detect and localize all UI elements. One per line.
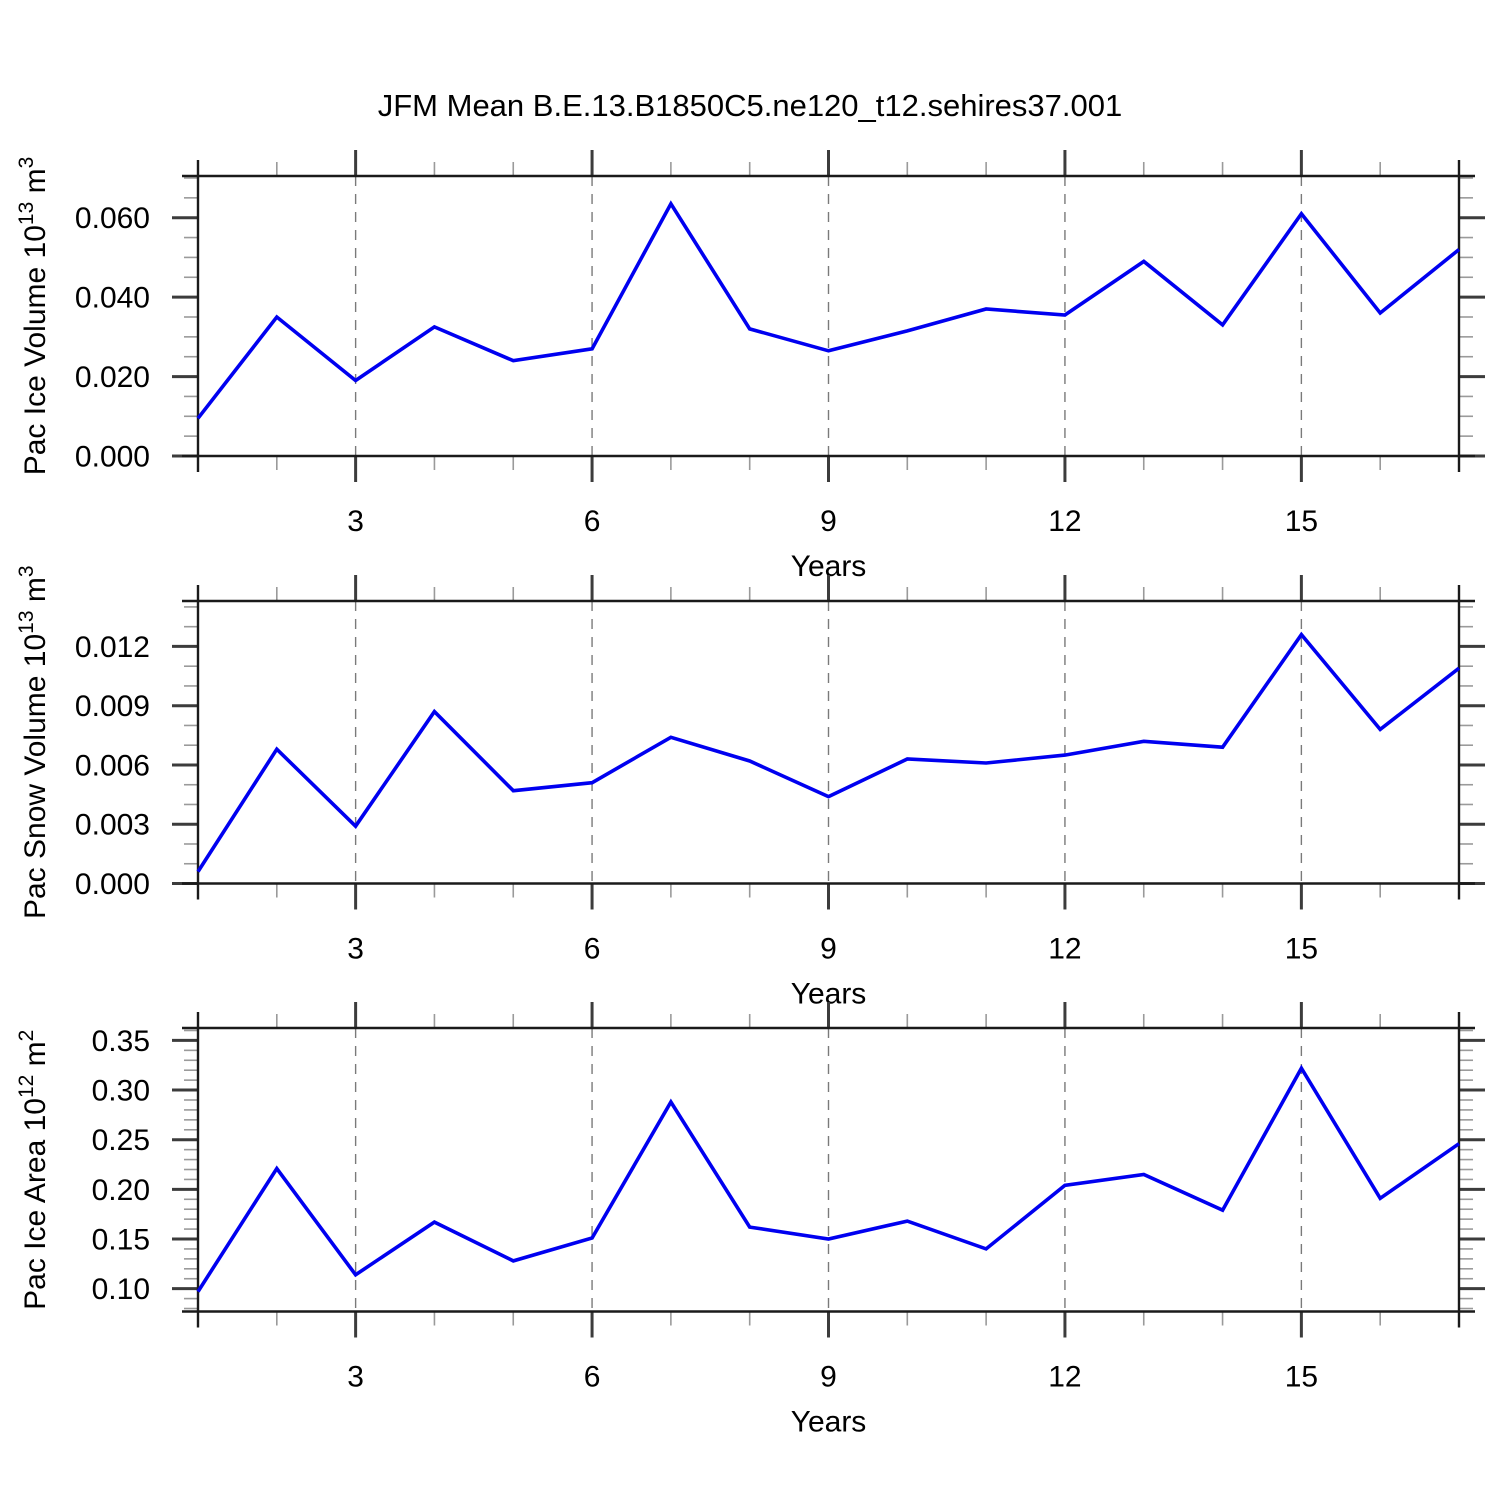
svg-text:12: 12 bbox=[1048, 505, 1081, 538]
svg-text:9: 9 bbox=[820, 1361, 837, 1394]
gridlines bbox=[354, 176, 1303, 456]
svg-text:0.000: 0.000 bbox=[75, 868, 150, 901]
svg-text:15: 15 bbox=[1285, 505, 1318, 538]
axis-ticks bbox=[172, 575, 1485, 910]
svg-text:0.060: 0.060 bbox=[75, 202, 150, 235]
svg-text:0.006: 0.006 bbox=[75, 749, 150, 782]
svg-text:0.000: 0.000 bbox=[75, 441, 150, 474]
svg-text:15: 15 bbox=[1285, 933, 1318, 966]
svg-text:9: 9 bbox=[820, 933, 837, 966]
svg-text:6: 6 bbox=[584, 1361, 601, 1394]
svg-text:3: 3 bbox=[347, 505, 364, 538]
svg-text:9: 9 bbox=[820, 505, 837, 538]
svg-text:6: 6 bbox=[584, 933, 601, 966]
svg-text:12: 12 bbox=[1048, 933, 1081, 966]
svg-text:0.30: 0.30 bbox=[92, 1075, 150, 1108]
series-line-pac-snow-volume bbox=[196, 631, 1461, 873]
svg-text:0.009: 0.009 bbox=[75, 690, 150, 723]
subplot-pac-ice-area: 0.10 0.15 0.20 0.25 0.30 0.35 3 6 9 12 15 Years Pac … bbox=[15, 1002, 1485, 1439]
plot-frame bbox=[182, 585, 1475, 900]
svg-text:6: 6 bbox=[584, 505, 601, 538]
svg-text:0.10: 0.10 bbox=[92, 1273, 150, 1306]
svg-text:0.040: 0.040 bbox=[75, 282, 150, 315]
chart-title: JFM Mean B.E.13.B1850C5.ne120_t12.sehire… bbox=[377, 88, 1123, 123]
svg-text:0.35: 0.35 bbox=[92, 1025, 150, 1058]
svg-text:0.15: 0.15 bbox=[92, 1224, 150, 1257]
svg-text:3: 3 bbox=[347, 933, 364, 966]
svg-text:Years: Years bbox=[791, 1406, 867, 1439]
y-axis-title: Pac Ice Volume 1013​ m3​ bbox=[15, 157, 52, 476]
y-tick-labels: 0.000 0.003 0.006 0.009 0.012 bbox=[75, 631, 150, 901]
svg-text:3: 3 bbox=[347, 1361, 364, 1394]
series-line-pac-ice-area bbox=[196, 1064, 1461, 1293]
svg-text:0.20: 0.20 bbox=[92, 1174, 150, 1207]
y-axis-title: Pac Snow Volume 1013​ m3​ bbox=[15, 565, 52, 919]
y-tick-labels: 0.10 0.15 0.20 0.25 0.30 0.35 bbox=[92, 1025, 150, 1306]
svg-text:0.020: 0.020 bbox=[75, 361, 150, 394]
y-axis-title: Pac Ice Area 1012​ m2​ bbox=[15, 1030, 52, 1310]
svg-text:0.012: 0.012 bbox=[75, 631, 150, 664]
x-tick-labels: 3 6 9 12 15 Years bbox=[347, 1361, 1318, 1439]
gridlines bbox=[354, 601, 1303, 884]
svg-text:12: 12 bbox=[1048, 1361, 1081, 1394]
svg-text:15: 15 bbox=[1285, 1361, 1318, 1394]
svg-text:0.003: 0.003 bbox=[75, 809, 150, 842]
plot-frame bbox=[182, 160, 1475, 472]
axis-ticks bbox=[172, 1002, 1485, 1338]
y-tick-labels: 0.000 0.020 0.040 0.060 bbox=[75, 202, 150, 473]
series-line-pac-ice-volume bbox=[196, 200, 1461, 420]
svg-text:0.25: 0.25 bbox=[92, 1124, 150, 1157]
gridlines bbox=[354, 1028, 1303, 1312]
plot-frame bbox=[182, 1012, 1475, 1328]
